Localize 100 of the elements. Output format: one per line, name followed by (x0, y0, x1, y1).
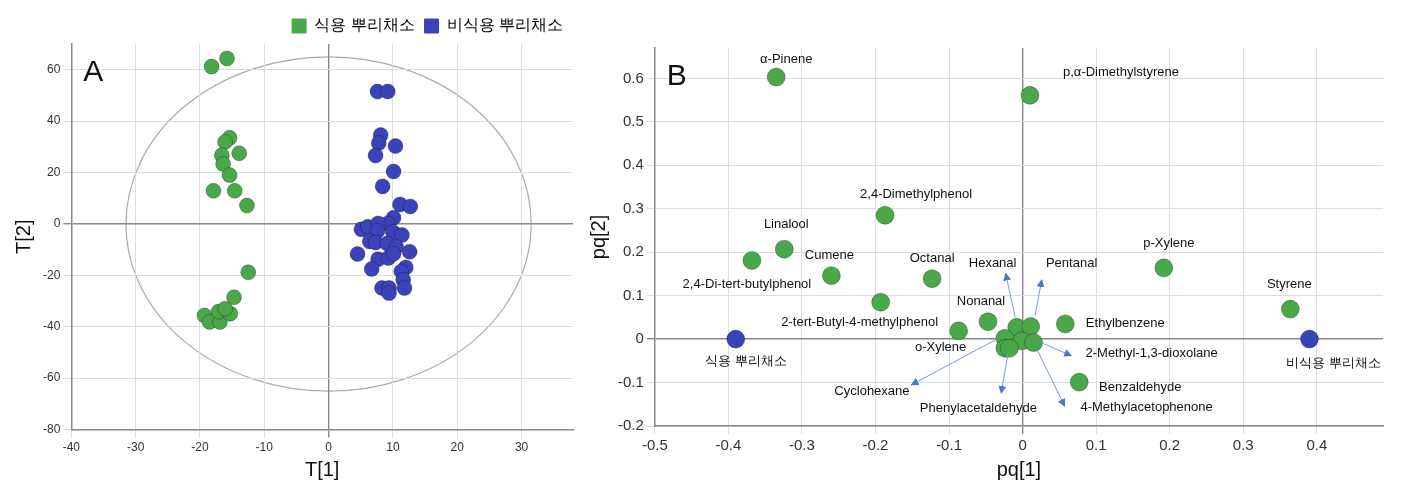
point (978, 312, 998, 332)
annotation: Cumene (804, 247, 854, 263)
point (239, 197, 255, 214)
annotation: 식용 뿌리채소 (704, 352, 787, 368)
annotation: 비식용 뿌리채소 (1286, 354, 1381, 370)
annotation: Octanal (909, 250, 955, 266)
point (1024, 333, 1044, 352)
legend-label: 식용 뿌리채소 (314, 16, 415, 34)
annotation: α-Pinene (760, 50, 813, 66)
x-tick-label: 0.2 (1159, 436, 1181, 454)
point (221, 167, 238, 183)
x-tick-label: 0.1 (1085, 436, 1107, 454)
x-tick-label: -0.2 (862, 436, 889, 454)
point (203, 58, 220, 75)
x-tick-label: 0.3 (1232, 436, 1254, 454)
y-tick-label: -0.2 (617, 416, 644, 434)
annotation: Ethylbenzene (1085, 315, 1165, 331)
point (726, 329, 746, 349)
point (374, 178, 391, 195)
point (381, 285, 397, 301)
x-tick-label: 0 (1018, 436, 1027, 454)
y-tick-label: 0.2 (622, 242, 644, 260)
y-axis-title: T[2] (11, 219, 34, 255)
point (370, 135, 387, 151)
annotation: Hexanal (968, 254, 1017, 270)
x-tick-label: -0.1 (936, 436, 962, 454)
point (349, 246, 366, 262)
y-tick-label: -80 (43, 421, 61, 436)
y-tick-label: 0 (53, 216, 61, 231)
annotation: 2-Methyl-1,3-dioxolane (1085, 344, 1218, 360)
point (1020, 85, 1040, 105)
y-tick-label: -0.1 (617, 372, 644, 390)
point (385, 245, 402, 262)
point (1300, 329, 1319, 349)
annotation: Phenylacetaldehyde (919, 399, 1037, 415)
annotation: 2,4-Dimethylphenol (860, 185, 973, 201)
point (385, 163, 402, 180)
point (379, 83, 396, 100)
x-tick-label: 0 (325, 440, 333, 455)
point (219, 50, 235, 67)
x-tick-label: 0.4 (1306, 436, 1328, 454)
point (396, 280, 413, 296)
point (766, 67, 786, 87)
x-tick-label: -0.3 (789, 436, 815, 454)
y-tick-label: 0.1 (622, 285, 644, 303)
x-tick-label: 30 (514, 440, 529, 455)
point (871, 292, 891, 312)
x-tick-label: -0.5 (641, 436, 668, 454)
x-tick-label: -20 (191, 440, 209, 455)
point (226, 182, 243, 199)
point (205, 182, 222, 199)
annotation: Benzaldehyde (1099, 378, 1182, 394)
x-tick-label: -30 (126, 440, 145, 455)
point (821, 266, 841, 286)
y-tick-label: 40 (46, 113, 61, 128)
point (217, 300, 233, 317)
point (240, 264, 257, 281)
y-tick-label: 0.3 (622, 198, 644, 216)
x-tick-label: -10 (255, 440, 274, 455)
annotation: Linalool (763, 215, 809, 231)
x-axis-title: pq[1] (996, 457, 1042, 480)
x-axis-title: T[1] (304, 457, 340, 480)
y-tick-label: 0.4 (622, 155, 644, 173)
y-tick-label: 0.5 (622, 112, 644, 129)
point (949, 321, 969, 341)
annotation: Cyclohexane (834, 382, 910, 398)
annotation: p-Xylene (1143, 235, 1195, 251)
point (774, 239, 794, 259)
point (875, 205, 895, 225)
annotation: o-Xylene (914, 339, 967, 355)
point (401, 243, 418, 260)
y-axis-title: pq[2] (586, 214, 609, 260)
annotation: 4-Methylacetophenone (1080, 398, 1213, 414)
point (1069, 372, 1089, 392)
point (387, 138, 404, 154)
point (367, 147, 384, 164)
annotation: Styrene (1266, 275, 1312, 291)
point (226, 289, 242, 306)
point (1055, 314, 1075, 334)
y-tick-label: -40 (43, 319, 61, 334)
y-tick-label: 20 (46, 164, 61, 179)
annotation: p,α-Dimethylstyrene (1063, 63, 1179, 79)
x-tick-label: 20 (450, 440, 465, 455)
annotation: 2,4-Di-tert-butylphenol (682, 276, 812, 292)
annotation: Nonanal (956, 293, 1006, 309)
y-tick-label: 60 (46, 62, 61, 77)
annotation: A (83, 54, 104, 88)
y-tick-label: -60 (43, 370, 61, 385)
annotation: Pentanal (1045, 254, 1098, 270)
y-tick-label: -20 (43, 267, 61, 282)
y-tick-label: 0 (635, 329, 644, 347)
point (1280, 299, 1300, 319)
x-tick-label: 10 (386, 440, 400, 455)
y-tick-label: 0.6 (622, 68, 644, 86)
x-tick-label: -0.4 (715, 436, 742, 454)
annotation: B (666, 58, 687, 92)
point (217, 134, 233, 150)
point (402, 198, 419, 215)
x-tick-label: -40 (62, 440, 81, 455)
point (363, 261, 380, 277)
